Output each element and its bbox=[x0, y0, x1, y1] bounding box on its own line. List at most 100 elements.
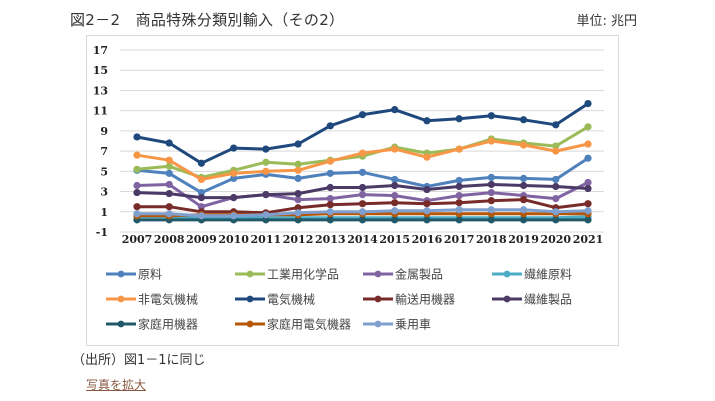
data-point bbox=[487, 173, 495, 181]
x-tick-label: 2015 bbox=[379, 233, 410, 246]
data-point bbox=[165, 180, 173, 189]
legend-swatch-marker bbox=[503, 295, 511, 303]
data-point bbox=[294, 189, 302, 198]
x-tick-label: 2008 bbox=[154, 233, 185, 246]
data-point bbox=[487, 188, 495, 197]
x-tick-label: 2018 bbox=[476, 233, 507, 246]
y-tick-label: 13 bbox=[93, 84, 108, 97]
data-point bbox=[519, 206, 528, 214]
data-point bbox=[487, 197, 495, 205]
y-tick-label: 3 bbox=[100, 186, 108, 199]
x-tick-label: 2009 bbox=[186, 233, 217, 246]
legend-item: 電気機械 bbox=[235, 292, 315, 307]
x-tick-label: 2020 bbox=[540, 233, 571, 246]
data-point bbox=[552, 147, 560, 155]
data-point bbox=[487, 206, 495, 214]
legend-item: 家庭用電気機器 bbox=[235, 317, 351, 332]
data-point bbox=[197, 188, 206, 197]
x-tick-label: 2010 bbox=[218, 233, 249, 246]
data-point bbox=[230, 169, 238, 177]
data-point bbox=[294, 160, 302, 168]
data-point bbox=[133, 188, 141, 197]
x-tick-label: 2021 bbox=[573, 233, 604, 246]
data-point bbox=[358, 208, 367, 216]
data-point bbox=[262, 145, 270, 153]
data-point bbox=[519, 216, 528, 224]
data-point bbox=[552, 182, 560, 191]
series-10 bbox=[133, 206, 592, 220]
data-point bbox=[391, 145, 399, 153]
data-point bbox=[423, 117, 431, 125]
data-point bbox=[584, 140, 592, 148]
data-point bbox=[455, 145, 463, 153]
x-tick-label: 2011 bbox=[251, 233, 282, 246]
data-point bbox=[358, 111, 367, 119]
chart-frame bbox=[86, 35, 619, 346]
data-point bbox=[584, 178, 592, 187]
data-point bbox=[230, 174, 238, 183]
source-note: （出所）図1－1に同じ bbox=[72, 353, 206, 368]
data-point bbox=[197, 203, 206, 211]
data-point bbox=[326, 216, 334, 224]
data-point bbox=[262, 158, 270, 166]
x-tick-label: 2013 bbox=[315, 233, 346, 246]
data-point bbox=[262, 216, 270, 224]
data-point bbox=[197, 212, 206, 220]
data-point bbox=[358, 168, 367, 176]
data-point bbox=[552, 216, 560, 224]
legend-swatch-marker bbox=[374, 270, 382, 278]
data-point bbox=[133, 133, 141, 141]
data-point bbox=[423, 153, 431, 161]
data-point bbox=[455, 115, 463, 123]
data-point bbox=[358, 183, 367, 192]
data-point bbox=[391, 199, 399, 207]
data-point bbox=[423, 200, 431, 208]
data-point bbox=[584, 123, 592, 131]
data-point bbox=[230, 144, 238, 152]
data-point bbox=[519, 174, 528, 183]
data-point bbox=[294, 216, 302, 224]
legend-label: 工業用化学品 bbox=[267, 267, 339, 282]
data-point bbox=[391, 106, 399, 114]
data-point bbox=[391, 192, 399, 200]
data-point bbox=[294, 209, 302, 217]
legend-item: 非電気機械 bbox=[106, 292, 198, 307]
x-axis-ticks: 2007 2008 2009 2010 2011 2012 2013 2014 2015 2016… bbox=[122, 233, 604, 246]
legend-item: 工業用化学品 bbox=[235, 267, 339, 282]
data-point bbox=[230, 212, 238, 220]
x-tick-label: 2017 bbox=[444, 233, 475, 246]
data-point bbox=[487, 112, 495, 120]
data-point bbox=[487, 137, 495, 145]
legend-item: 家庭用機器 bbox=[106, 317, 198, 332]
series-8 bbox=[133, 216, 592, 224]
data-point bbox=[519, 116, 528, 124]
data-point bbox=[326, 169, 334, 177]
y-tick-label: 17 bbox=[93, 44, 108, 57]
data-point bbox=[294, 166, 302, 174]
unit-label: 単位: 兆円 bbox=[576, 14, 637, 29]
data-point bbox=[391, 207, 399, 215]
data-point bbox=[552, 195, 560, 203]
data-point bbox=[358, 216, 367, 224]
legend-item: 繊維製品 bbox=[492, 293, 572, 307]
legend-swatch-marker bbox=[246, 320, 254, 328]
enlarge-image-link[interactable]: 写真を拡大 bbox=[86, 378, 147, 392]
y-tick-label: 1 bbox=[100, 206, 108, 219]
legend-swatch-marker bbox=[117, 270, 125, 278]
data-point bbox=[262, 167, 270, 175]
data-point bbox=[165, 139, 173, 147]
legend-swatch-marker bbox=[246, 270, 254, 278]
data-point bbox=[391, 181, 399, 190]
data-point bbox=[552, 208, 560, 216]
data-point bbox=[165, 162, 173, 170]
data-point bbox=[391, 175, 399, 184]
x-tick-label: 2012 bbox=[283, 233, 314, 246]
data-point bbox=[358, 149, 367, 157]
data-point bbox=[552, 142, 560, 150]
data-point bbox=[133, 165, 141, 173]
legend-item: 乗用車 bbox=[363, 318, 431, 332]
data-point bbox=[133, 210, 141, 218]
data-point bbox=[391, 216, 399, 224]
